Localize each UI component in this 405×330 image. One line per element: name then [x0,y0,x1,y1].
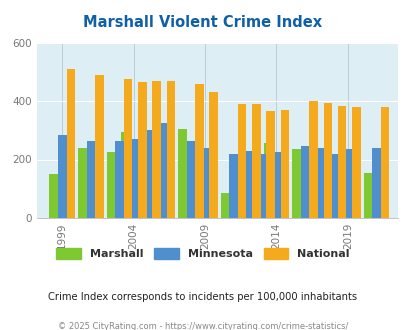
Bar [192,154,200,218]
Bar [280,110,289,218]
Bar [371,148,380,218]
Bar [106,152,115,218]
Bar [292,149,300,218]
Bar [257,154,266,218]
Bar [58,135,66,218]
Bar [115,141,124,218]
Bar [186,141,194,218]
Bar [220,193,229,218]
Bar [158,123,166,218]
Bar [95,75,103,218]
Bar [166,81,175,218]
Bar [337,106,345,218]
Bar [200,148,209,218]
Bar [328,154,337,218]
Legend: Marshall, Minnesota, National: Marshall, Minnesota, National [52,244,353,263]
Bar [152,81,160,218]
Bar [380,107,388,218]
Bar [49,174,58,218]
Bar [314,148,323,218]
Bar [138,82,146,218]
Bar [243,151,252,218]
Bar [320,164,328,218]
Bar [129,139,138,218]
Bar [237,104,246,218]
Bar [234,165,243,218]
Bar [323,103,331,218]
Bar [306,187,314,218]
Bar [177,129,186,218]
Bar [124,79,132,218]
Bar [66,69,75,218]
Bar [78,148,86,218]
Bar [309,101,317,218]
Text: © 2025 CityRating.com - https://www.cityrating.com/crime-statistics/: © 2025 CityRating.com - https://www.city… [58,322,347,330]
Bar [194,84,203,218]
Bar [300,147,309,218]
Bar [143,130,152,218]
Bar [249,170,257,218]
Bar [334,173,343,218]
Bar [266,112,274,218]
Bar [363,173,371,218]
Bar [86,141,95,218]
Text: Marshall Violent Crime Index: Marshall Violent Crime Index [83,15,322,30]
Text: Crime Index corresponds to incidents per 100,000 inhabitants: Crime Index corresponds to incidents per… [48,292,357,302]
Bar [263,144,271,218]
Bar [351,107,360,218]
Bar [271,152,280,218]
Bar [209,92,217,218]
Bar [343,149,351,218]
Bar [149,170,158,218]
Bar [229,154,237,218]
Bar [252,104,260,218]
Bar [135,174,143,218]
Bar [121,132,129,218]
